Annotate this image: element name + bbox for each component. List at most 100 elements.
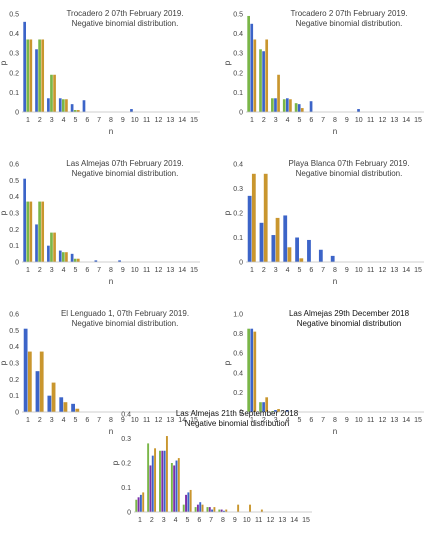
x-tick-label: 10: [355, 267, 363, 274]
x-tick-label: 11: [143, 417, 150, 424]
bar: [177, 458, 180, 512]
y-tick-label: 0.4: [233, 162, 243, 169]
bar: [29, 39, 33, 113]
x-tick-label: 14: [178, 267, 186, 274]
chart-panel-5: 0 0.1 0.2 0.3 0.4 0.5 0.6 1 2 3 4 5 6 7 8 9 10 11 12 13 14 15…: [0, 300, 210, 440]
bar: [208, 507, 211, 512]
x-axis-label: n: [109, 127, 113, 136]
chart-panel-2: 0 0.1 0.2 0.3 0.4 0.5 1 2 3 4 5 6 7 8 9 10 11 12 13 14 15 n p T…: [223, 0, 434, 140]
x-tick-label: 13: [278, 517, 286, 524]
y-tick-label: 0: [15, 110, 19, 117]
bar: [50, 232, 53, 262]
y-axis-label: p: [111, 460, 120, 465]
x-tick-label: 11: [143, 267, 150, 274]
chart-title-line: El Lenguado 1, 07th February 2019.: [61, 309, 189, 318]
x-tick-label: 4: [286, 417, 290, 424]
bar: [61, 252, 65, 262]
x-tick-label: 1: [26, 417, 30, 424]
x-tick-label: 8: [333, 117, 337, 124]
bar: [225, 509, 228, 512]
bar: [285, 98, 289, 112]
y-axis-label: p: [0, 360, 8, 365]
x-tick-label: 12: [267, 517, 275, 524]
x-tick-label: 8: [109, 267, 113, 274]
x-tick-label: 9: [345, 417, 349, 424]
bar: [182, 504, 185, 512]
bar: [218, 509, 221, 512]
bar: [142, 492, 145, 512]
bar: [70, 253, 74, 262]
bar: [201, 504, 204, 512]
bar: [70, 104, 74, 112]
chart-title-line: Las Almejas 29th December 2018: [289, 309, 410, 318]
x-tick-label: 6: [197, 517, 201, 524]
x-tick-label: 7: [97, 417, 101, 424]
x-tick-label: 5: [297, 117, 301, 124]
bar: [161, 450, 164, 512]
chart-title-line: Negative binomial distribution.: [296, 169, 403, 178]
x-tick-label: 10: [355, 117, 363, 124]
chart-title-line: Negative binomial distribution.: [72, 319, 179, 328]
y-tick-label: 0.2: [9, 227, 19, 234]
bar: [249, 504, 251, 512]
chart-panel-4: 0 0.1 0.2 0.3 0.4 1 2 3 4 5 6 7 8 9 10 11 12 13 14 15 n p Play…: [223, 150, 434, 290]
x-tick-label: 4: [174, 517, 178, 524]
bar: [130, 109, 133, 112]
x-tick-label: 12: [155, 267, 163, 274]
x-tick-label: 2: [262, 417, 266, 424]
y-tick-label: 0.1: [233, 90, 243, 97]
y-axis-label: p: [223, 360, 232, 365]
bar: [187, 492, 190, 512]
y-tick-label: 0: [239, 260, 243, 267]
x-axis-label: n: [333, 127, 337, 136]
bar: [139, 494, 142, 512]
x-tick-label: 15: [190, 267, 198, 274]
bar: [282, 99, 286, 112]
bar: [357, 109, 360, 112]
x-tick-label: 4: [62, 117, 66, 124]
x-tick-label: 13: [390, 117, 398, 124]
x-tick-label: 1: [138, 517, 142, 524]
bar: [289, 99, 292, 112]
chart-title-line: Trocadero 2 07th February 2019.: [66, 9, 183, 18]
x-tick-label: 9: [345, 117, 349, 124]
bar: [211, 509, 214, 512]
x-tick-label: 2: [38, 417, 42, 424]
bar: [65, 99, 68, 112]
bar: [53, 232, 56, 262]
y-tick-label: 0.2: [121, 461, 131, 468]
x-tick-label: 8: [109, 117, 113, 124]
x-tick-label: 15: [190, 117, 198, 124]
x-tick-label: 7: [321, 267, 325, 274]
bar: [151, 455, 154, 512]
bar: [223, 510, 225, 512]
x-tick-label: 10: [243, 517, 251, 524]
bar: [82, 100, 86, 112]
x-tick-label: 3: [50, 117, 54, 124]
y-tick-label: 0: [239, 410, 243, 417]
x-tick-label: 14: [402, 417, 410, 424]
x-tick-label: 8: [333, 417, 337, 424]
x-tick-label: 8: [333, 267, 337, 274]
bar: [271, 235, 276, 262]
chart-title-line: Trocadero 2 07th February 2019.: [290, 9, 407, 18]
bar: [73, 110, 77, 112]
x-tick-label: 1: [250, 417, 254, 424]
bar: [47, 245, 50, 262]
bar: [65, 252, 68, 262]
x-tick-label: 14: [178, 417, 186, 424]
bar: [41, 201, 45, 262]
y-tick-label: 0.5: [9, 178, 19, 185]
y-tick-label: 0.3: [9, 211, 19, 218]
bar: [23, 21, 26, 113]
bar: [47, 395, 52, 412]
bar: [185, 494, 187, 512]
x-tick-label: 3: [274, 117, 278, 124]
x-tick-label: 2: [38, 117, 42, 124]
bar: [61, 99, 65, 112]
y-tick-label: 0: [15, 410, 19, 417]
y-tick-label: 0.6: [233, 351, 243, 358]
bar: [271, 98, 274, 112]
bar: [274, 410, 277, 412]
x-tick-label: 4: [286, 267, 290, 274]
